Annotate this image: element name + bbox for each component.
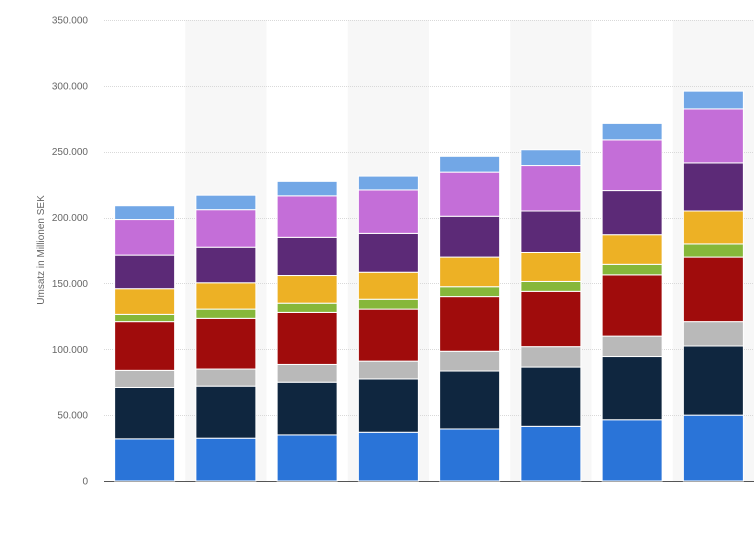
- bar-segment: [195, 437, 257, 482]
- bar-segment: [357, 271, 419, 300]
- bar-segment: [439, 428, 501, 482]
- bar-segment: [357, 189, 419, 234]
- y-axis-title: Umsatz in Millionen SEK: [36, 195, 47, 305]
- bar-segment: [682, 90, 744, 110]
- bar-segment: [682, 414, 744, 482]
- y-tick-label: 50.000: [57, 411, 88, 422]
- bar-segment: [276, 381, 338, 436]
- bar-segment: [601, 419, 663, 482]
- bar-segment: [114, 313, 176, 323]
- bars: [114, 90, 744, 482]
- bar-segment: [601, 122, 663, 141]
- bar-segment: [439, 286, 501, 298]
- bar-segment: [195, 246, 257, 284]
- bar-segment: [682, 162, 744, 212]
- bar-segment: [276, 236, 338, 277]
- bar-segment: [195, 308, 257, 319]
- y-tick-label: 350.000: [52, 16, 89, 27]
- bar-segment: [601, 274, 663, 337]
- bar-segment: [439, 370, 501, 430]
- bar-segment: [601, 356, 663, 421]
- bar-segment: [195, 194, 257, 211]
- bar-segment: [195, 209, 257, 248]
- bar-segment: [276, 180, 338, 197]
- bar-segment: [357, 360, 419, 380]
- y-tick-label: 200.000: [52, 213, 89, 224]
- bar-segment: [195, 368, 257, 387]
- bar-segment: [439, 296, 501, 352]
- bar-segment: [276, 275, 338, 304]
- y-tick-label: 250.000: [52, 147, 89, 158]
- bar-segment: [682, 345, 744, 416]
- bar-segment: [276, 311, 338, 365]
- y-tick-label: 150.000: [52, 279, 89, 290]
- bar-segment: [439, 350, 501, 372]
- bar-segment: [520, 425, 582, 482]
- bar-segment: [439, 171, 501, 217]
- bar-segment: [357, 175, 419, 191]
- bar-segment: [114, 254, 176, 290]
- bar-segment: [114, 219, 176, 256]
- bar-segment: [114, 369, 176, 388]
- bar-segment: [682, 256, 744, 323]
- bar-segment: [601, 263, 663, 276]
- bar-segment: [520, 280, 582, 292]
- bar-segment: [276, 363, 338, 383]
- bar-segment: [114, 386, 176, 440]
- bar-segment: [682, 243, 744, 258]
- bar-segment: [357, 308, 419, 362]
- bar-segment: [439, 155, 501, 173]
- bar-segment: [276, 195, 338, 238]
- bar-segment: [114, 205, 176, 221]
- bar-segment: [520, 251, 582, 282]
- y-tick-label: 100.000: [52, 345, 89, 356]
- bar-segment: [682, 321, 744, 347]
- bar-segment: [601, 335, 663, 358]
- y-tick-label: 300.000: [52, 81, 89, 92]
- bar-segment: [276, 302, 338, 313]
- bar-segment: [439, 256, 501, 288]
- bar-segment: [520, 366, 582, 427]
- bar-segment: [520, 210, 582, 253]
- bar-segment: [276, 434, 338, 482]
- y-tick-labels: 0 50.000 100.000 150.000 200.000 250.000 300.0…: [52, 16, 89, 488]
- bar-segment: [357, 298, 419, 310]
- bar-segment: [195, 385, 257, 439]
- bar-segment: [682, 210, 744, 245]
- y-tick-label: 0: [82, 477, 88, 488]
- bar-segment: [682, 108, 744, 164]
- bar-segment: [114, 438, 176, 482]
- bar-segment: [357, 431, 419, 482]
- bar-segment: [195, 282, 257, 310]
- bar-segment: [601, 190, 663, 236]
- bar-segment: [601, 139, 663, 192]
- bar-segment: [601, 234, 663, 265]
- bar-segment: [520, 165, 582, 212]
- bar-segment: [520, 149, 582, 167]
- bar-segment: [520, 346, 582, 368]
- bar-segment: [357, 378, 419, 433]
- bar-segment: [357, 232, 419, 273]
- bar-segment: [520, 290, 582, 348]
- bar-segment: [114, 321, 176, 371]
- bar-segment: [114, 288, 176, 315]
- bar-segment: [439, 215, 501, 258]
- bar-segment: [195, 317, 257, 370]
